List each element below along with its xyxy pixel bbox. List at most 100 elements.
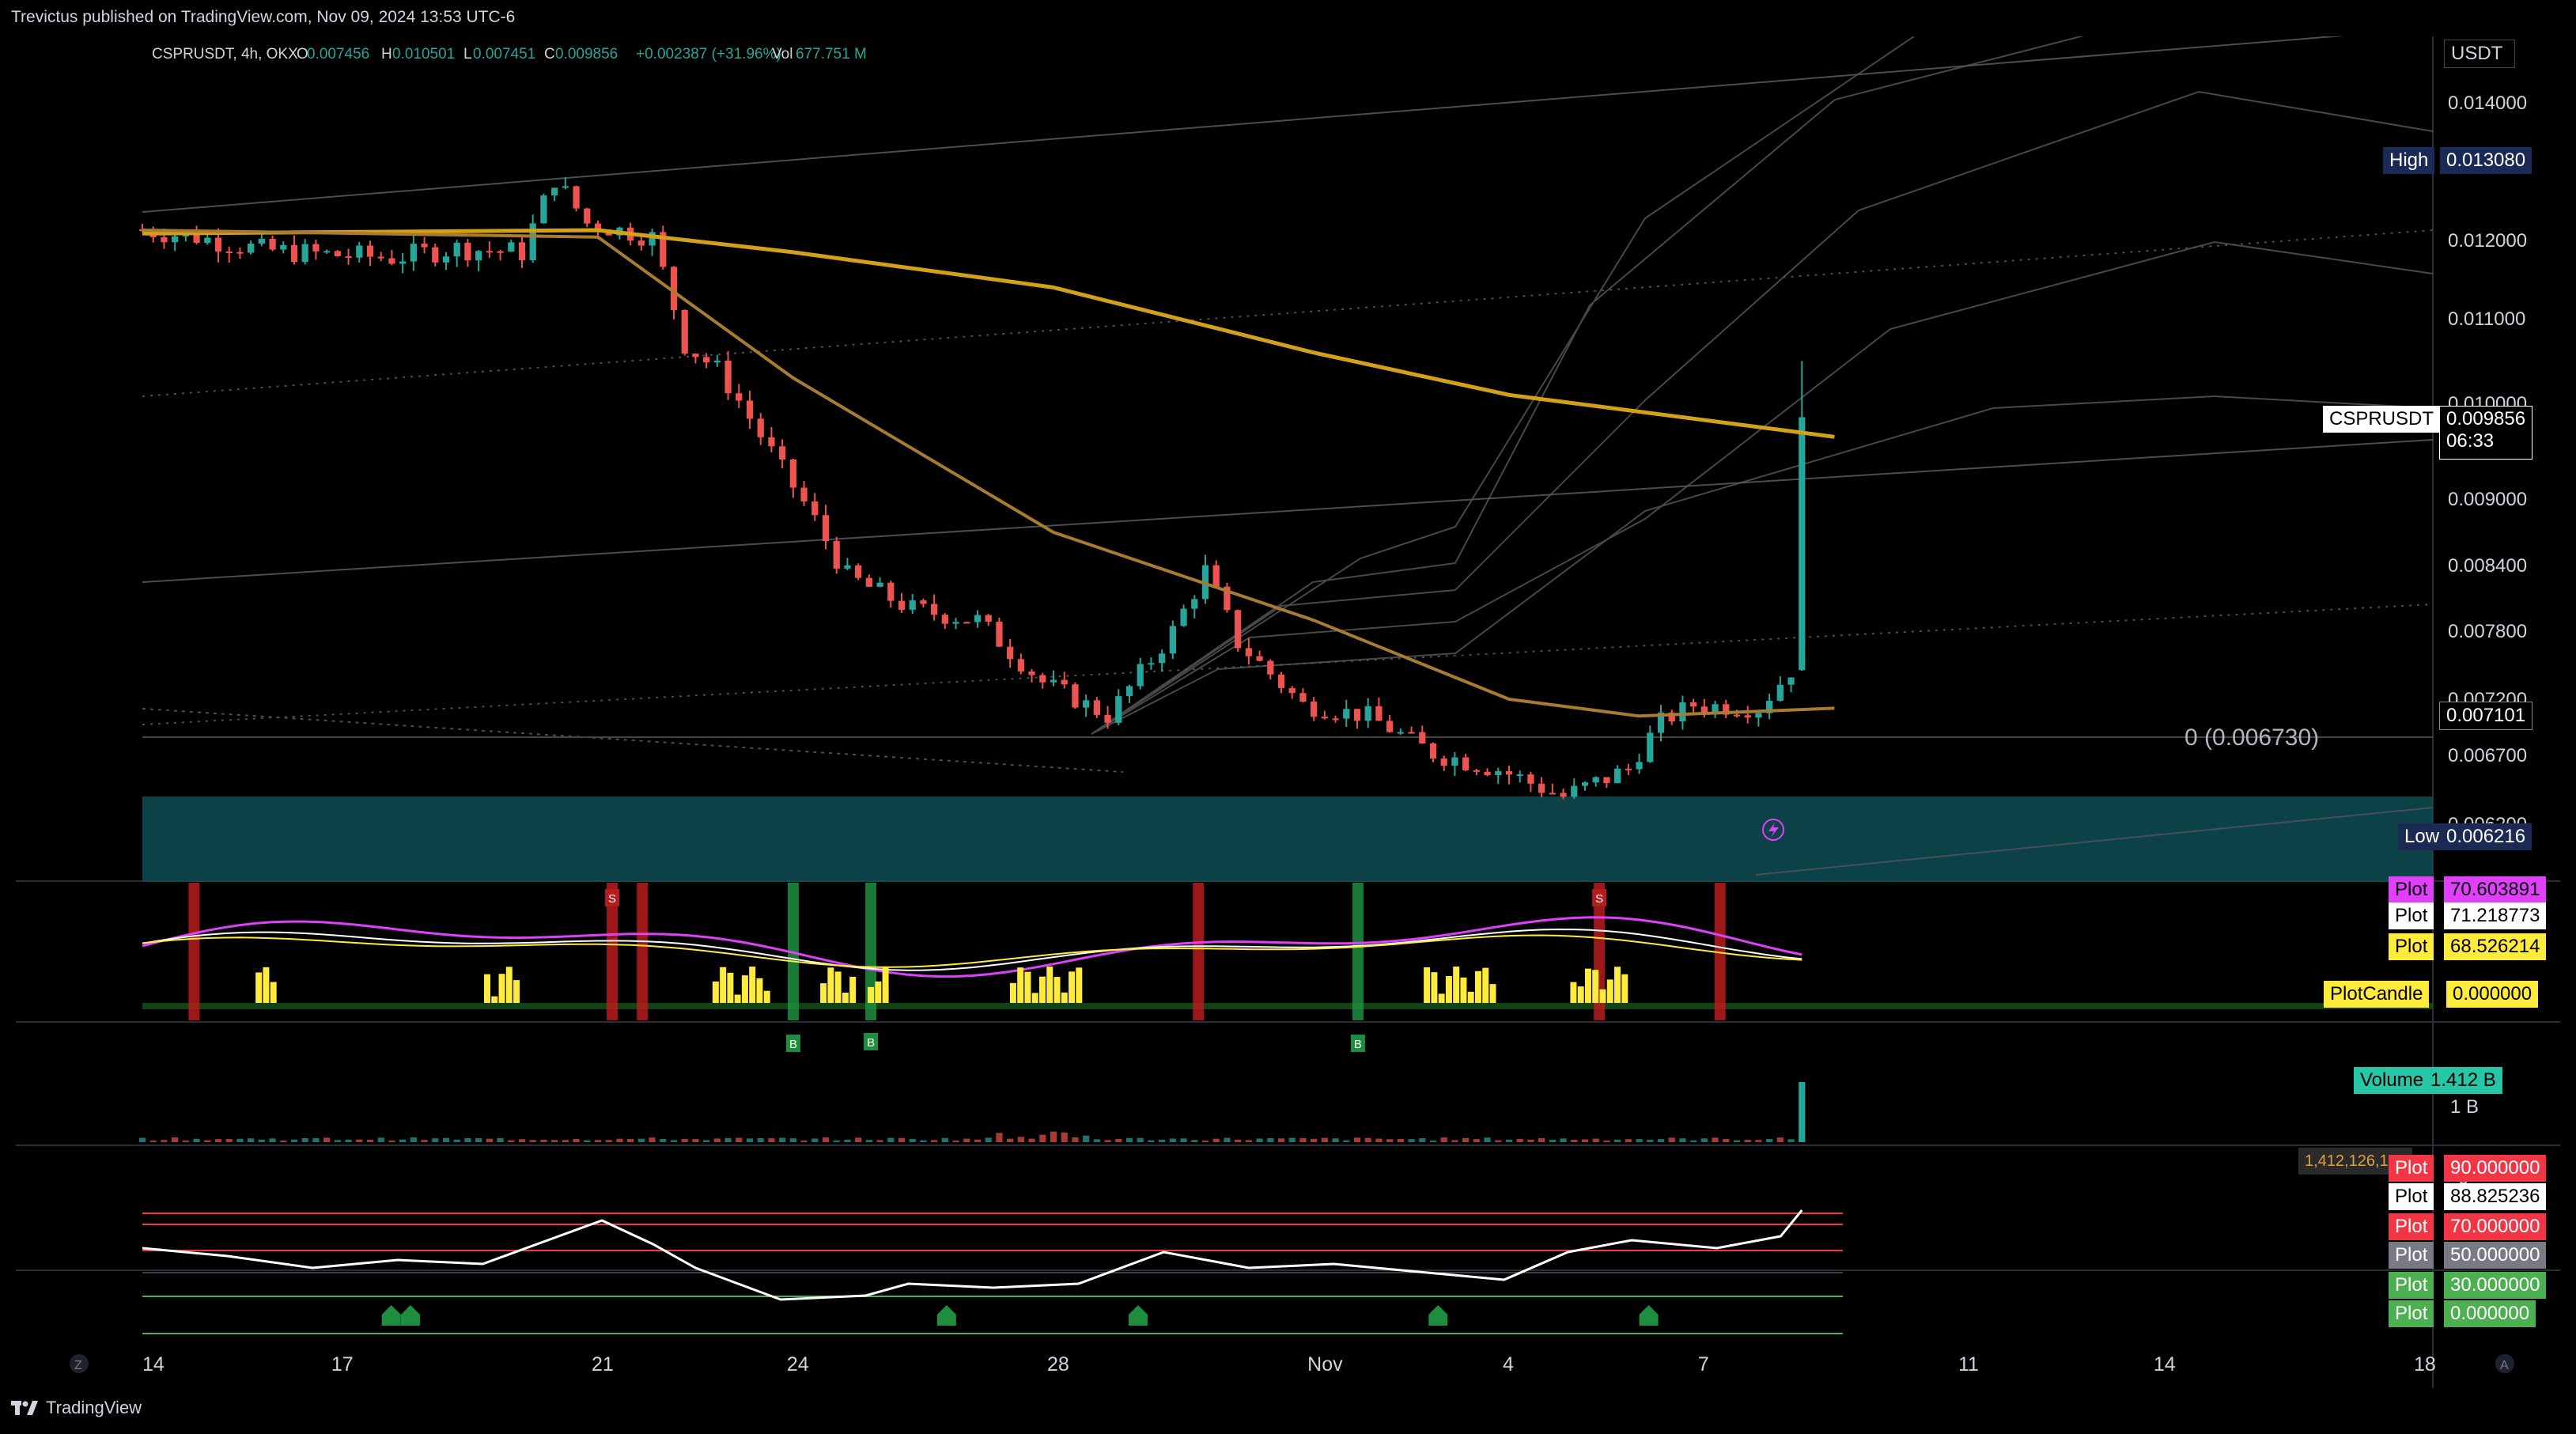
osc-histogram-bar: [1431, 972, 1438, 1003]
volume-bar-last: [1799, 1082, 1806, 1142]
auto-scale-button[interactable]: [2495, 1354, 2514, 1373]
time-tick: 17: [331, 1353, 354, 1375]
volume-bar: [301, 1137, 308, 1142]
time-tick: 21: [592, 1353, 614, 1375]
candle-body: [876, 582, 883, 587]
candle-body: [1429, 743, 1437, 759]
candle-body: [1235, 610, 1242, 649]
volume-bar: [1093, 1139, 1100, 1142]
candle-body: [779, 446, 786, 460]
rsi-buy-arrow: [1428, 1305, 1448, 1326]
time-tick: 7: [1698, 1353, 1709, 1375]
candle-body: [1115, 696, 1122, 723]
volume-bar: [1125, 1137, 1133, 1142]
volume-bar: [789, 1138, 796, 1142]
volume-bar: [1744, 1140, 1751, 1142]
volume-bar: [887, 1137, 895, 1142]
osc-histogram-bar: [498, 974, 505, 1003]
volume-bar: [670, 1140, 678, 1142]
osc-histogram-bar: [882, 967, 889, 1003]
volume-bar: [724, 1137, 732, 1142]
rsi-buy-arrow: [400, 1305, 420, 1326]
candle-body: [1766, 700, 1773, 713]
volume-bar: [952, 1140, 959, 1142]
candle-body: [1104, 714, 1111, 723]
volume-bar: [1028, 1138, 1035, 1142]
lightning-icon[interactable]: [1762, 819, 1784, 841]
candle-body: [1288, 687, 1296, 694]
osc-histogram-bar: [727, 972, 734, 1003]
sell-signal-bar: [637, 883, 649, 1020]
volume-bar: [1473, 1139, 1480, 1142]
osc-histogram-bar: [270, 982, 277, 1003]
legend-h-label: H: [381, 46, 392, 62]
volume-bar: [941, 1137, 948, 1142]
osc-histogram-bar: [720, 967, 727, 1003]
volume-bar: [1050, 1131, 1057, 1142]
price-chart-svg[interactable]: S S B B B CSPRUSDT, 4h, OKX O 0.007456 H 0.0…: [16, 28, 2560, 1388]
candle-body: [432, 247, 439, 263]
volume-bar: [1700, 1138, 1708, 1142]
volume-bar: [410, 1137, 417, 1142]
candle-body: [1375, 706, 1383, 721]
volume-bar: [540, 1139, 547, 1142]
volume-bar: [1332, 1138, 1339, 1142]
tradingview-logo[interactable]: TradingView: [11, 1398, 142, 1418]
osc-histogram-bar: [1474, 971, 1481, 1003]
timezone-button[interactable]: [70, 1354, 89, 1373]
timezone-icon: Z: [74, 1359, 82, 1372]
last-price: 0.009856: [2446, 408, 2526, 429]
volume-bar: [713, 1138, 721, 1142]
chart-area[interactable]: S S B B B CSPRUSDT, 4h, OKX O 0.007456 H 0.0…: [16, 28, 2560, 1388]
volume-bar: [681, 1138, 688, 1142]
volume-bar: [1429, 1140, 1437, 1142]
candle-body: [974, 615, 982, 622]
volume-bar: [1364, 1137, 1371, 1142]
rsi-label-name: Plot: [2389, 1300, 2434, 1327]
time-tick: 14: [2154, 1353, 2176, 1375]
candle-body: [540, 195, 547, 224]
volume-bar: [138, 1137, 146, 1142]
candle-body: [1744, 715, 1751, 718]
time-axis[interactable]: 14 17 21 24 28 Nov 4 7 11 14 18: [142, 1353, 2436, 1375]
volume-bar: [703, 1140, 710, 1142]
volume-bar: [963, 1138, 970, 1142]
volume-bar: [985, 1137, 992, 1142]
candle-body: [453, 242, 460, 257]
candle-body: [757, 418, 764, 437]
volume-bar: [1679, 1138, 1686, 1142]
volume-bar: [421, 1140, 428, 1142]
buy-signal-badge: [864, 1033, 879, 1050]
candle-body: [1440, 758, 1447, 766]
lightning-bolt-icon: [1768, 823, 1779, 838]
candle-body: [1527, 774, 1534, 784]
trend-lines: [142, 28, 2434, 876]
candle-body: [529, 223, 536, 260]
time-tick: 4: [1503, 1353, 1514, 1375]
candle-body: [475, 251, 482, 261]
time-tick: 11: [1958, 1353, 1979, 1375]
sell-signal-letter: S: [1595, 892, 1603, 906]
volume-bar: [248, 1138, 255, 1142]
volume-bar: [779, 1137, 786, 1142]
volume-bar: [399, 1139, 407, 1142]
candle-body: [486, 251, 493, 253]
volume-bar: [898, 1137, 906, 1142]
osc-histogram-bar: [756, 978, 763, 1003]
candle-body: [637, 240, 645, 246]
low-value: 0.006216: [2440, 823, 2532, 850]
candle-body: [660, 232, 667, 267]
volume-bar: [529, 1140, 536, 1142]
volume-bar: [649, 1137, 656, 1142]
volume-bar: [464, 1137, 471, 1142]
volume-bar: [1668, 1137, 1675, 1142]
osc-histogram-bar: [1467, 991, 1474, 1003]
rsi-label-name: Plot: [2389, 1183, 2434, 1210]
volume-bar: [1690, 1140, 1697, 1142]
osc-histogram-bar: [513, 980, 520, 1003]
currency-label[interactable]: USDT: [2444, 40, 2515, 68]
osc-histogram-bar: [842, 993, 849, 1003]
volume-bar: [508, 1140, 515, 1142]
candle-body: [1549, 793, 1556, 795]
volume-bar: [660, 1138, 667, 1142]
